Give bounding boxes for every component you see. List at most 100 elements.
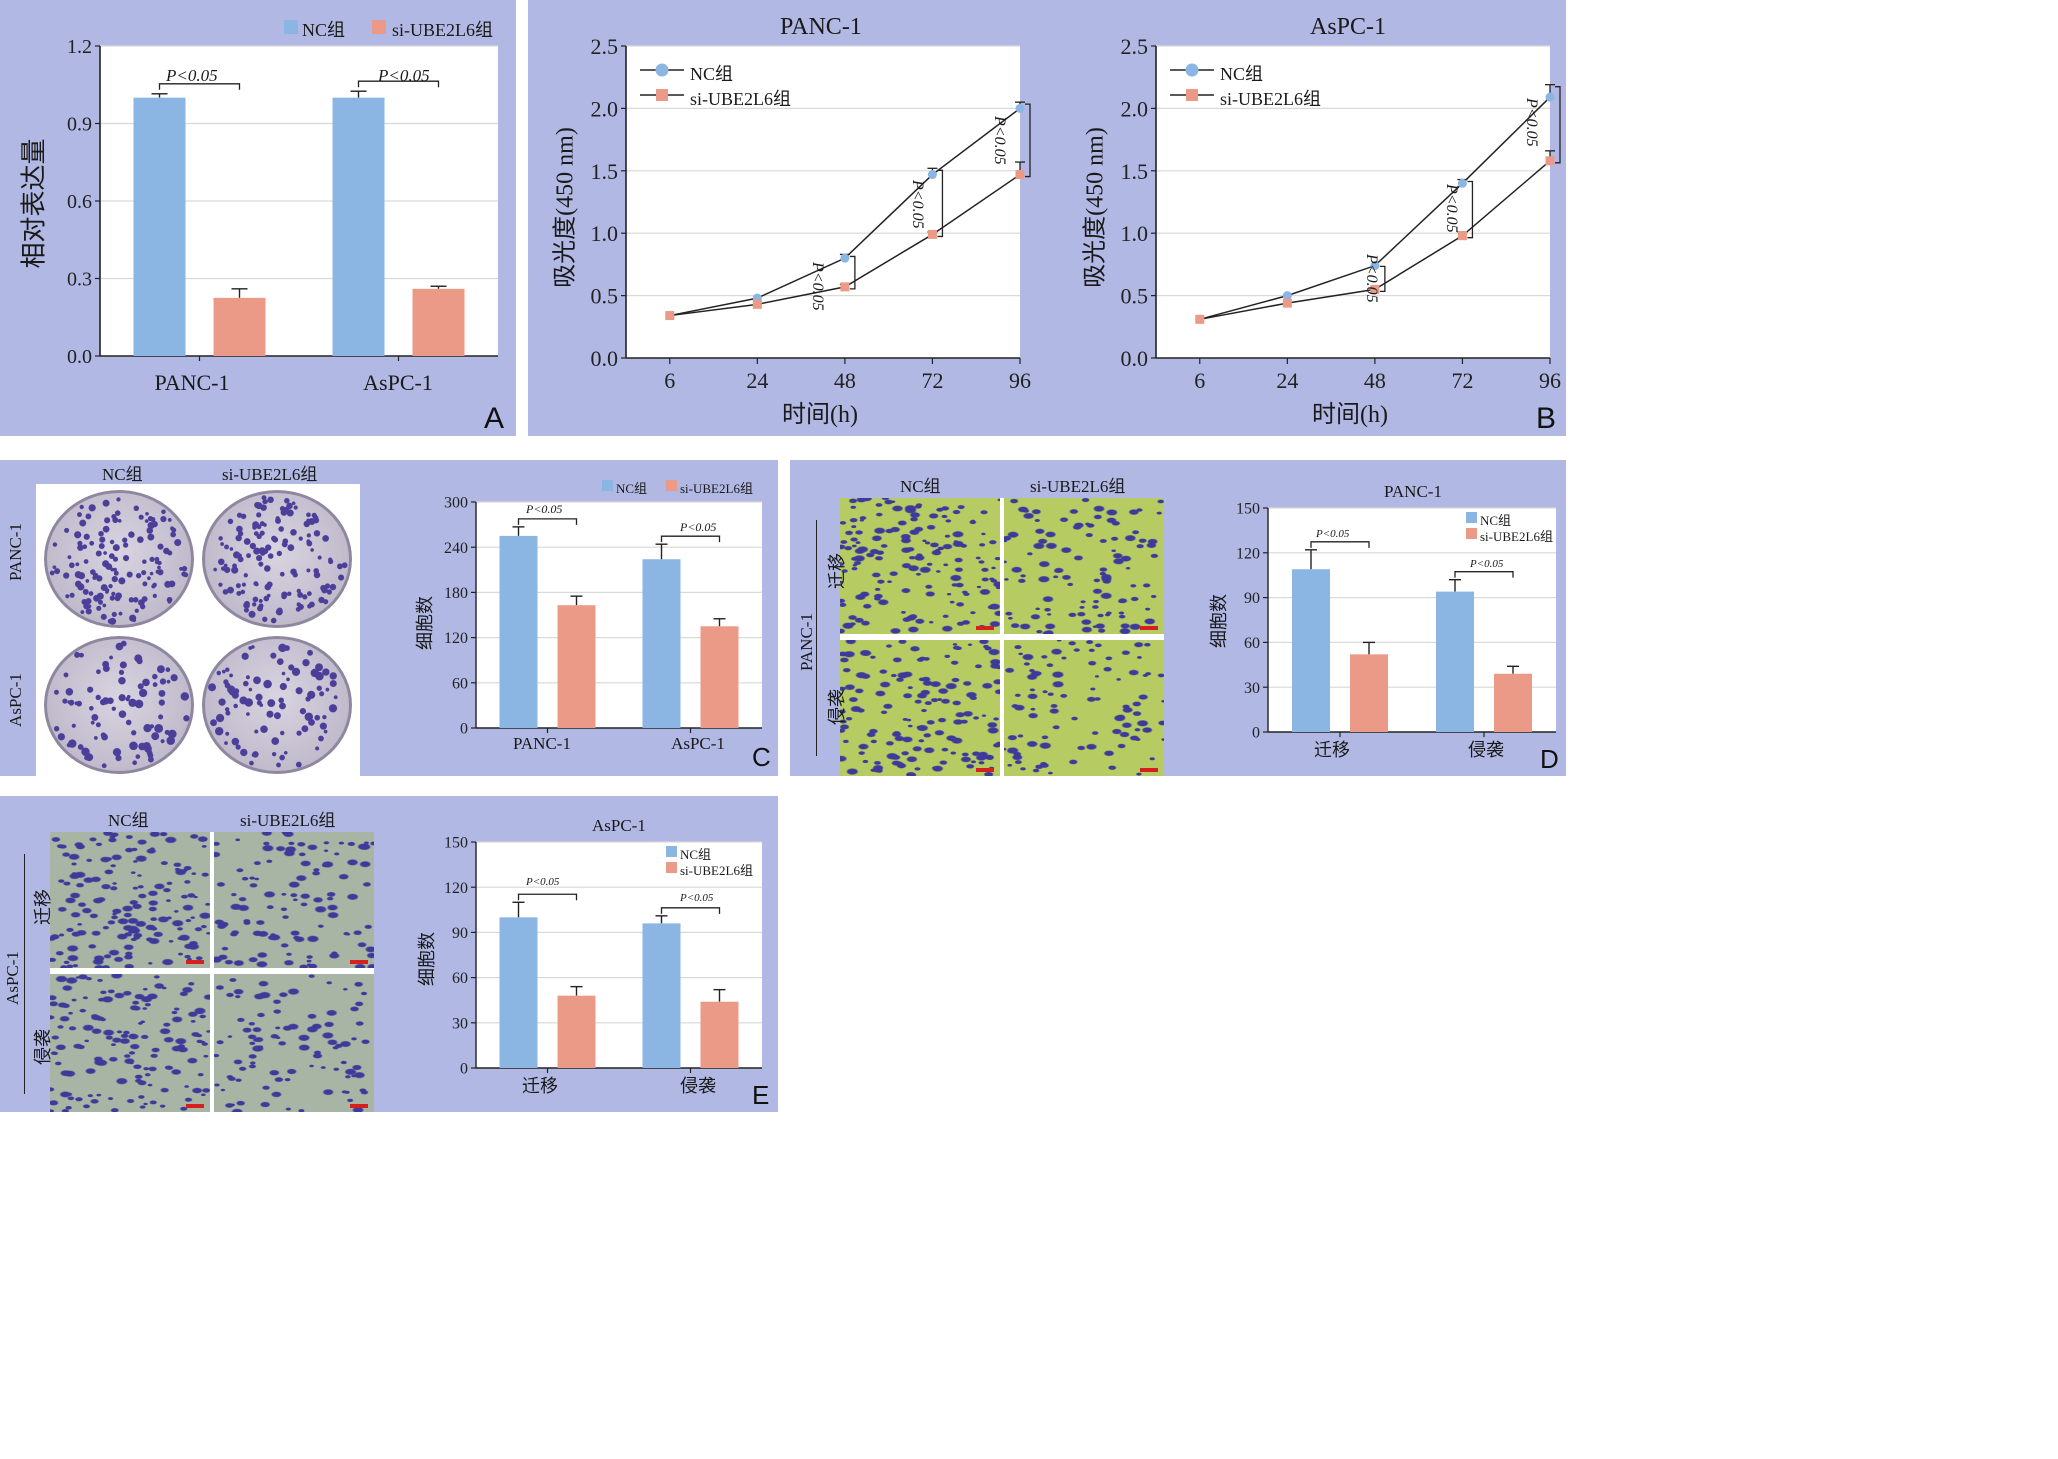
legend-nc-swatch [602, 480, 613, 491]
transwell-photo-grid [50, 832, 374, 1112]
transwell-photo [50, 974, 210, 1112]
y-tick-label: 0.5 [1121, 284, 1149, 309]
point-si [1370, 284, 1380, 294]
y-axis-label: 吸光度(450 nm) [552, 127, 579, 288]
point-si [752, 299, 762, 309]
y-tick-label: 0.3 [67, 269, 92, 291]
legend-nc-label: NC组 [616, 481, 648, 496]
bar-nc [499, 535, 538, 728]
point-nc [840, 253, 850, 263]
x-tick-label: PANC-1 [513, 734, 571, 753]
point-nc [1457, 178, 1467, 188]
plot-area [626, 46, 1020, 358]
y-tick-label: 120 [444, 880, 468, 897]
legend-si-label: si-UBE2L6组 [1220, 89, 1321, 109]
chart-b-svg: 0.0 0.5 1.0 1.5 2.0 2.5 6 24 48 72 96 0.0 0.5 1.0 1.5… [591, 34, 1562, 393]
bar-nc [133, 97, 186, 357]
legend-nc-label: NC组 [1220, 64, 1264, 84]
sig-label: P<0.05 [680, 892, 714, 904]
transwell-photo [214, 832, 374, 968]
y-tick-label: 120 [444, 630, 468, 647]
y-tick-label: 0.5 [591, 284, 619, 309]
point-si [1545, 156, 1555, 166]
point-si [927, 229, 937, 239]
colony-dish [44, 490, 194, 628]
colony-dish [202, 490, 352, 628]
photo-col-label: si-UBE2L6组 [1030, 477, 1126, 496]
colony-dish [44, 636, 194, 774]
bar-nc [1292, 569, 1330, 732]
point-nc [927, 170, 937, 180]
y-tick-label: 0.0 [67, 346, 92, 368]
chart-title: PANC-1 [780, 14, 862, 40]
x-tick-label: 迁移 [1314, 740, 1350, 760]
legend-nc-marker [1185, 63, 1199, 77]
photo-col-label: NC组 [108, 811, 149, 830]
point-si [1457, 231, 1467, 241]
bar-nc [642, 559, 681, 728]
x-tick-label: 侵袭 [680, 1076, 716, 1096]
point-nc [1545, 92, 1555, 102]
y-tick-label: 1.0 [591, 221, 619, 246]
point-nc [1015, 103, 1025, 113]
x-tick-label: 24 [1276, 368, 1298, 393]
sig-label: P<0.05 [1316, 528, 1350, 540]
legend-nc-label: NC组 [680, 847, 712, 862]
y-tick-label: 60 [452, 675, 468, 692]
photo-col-label: NC组 [102, 465, 143, 484]
sig-bracket [1025, 103, 1031, 178]
photo-col-label: si-UBE2L6组 [222, 465, 318, 484]
panel-b: 0.0 0.5 1.0 1.5 2.0 2.5 6 24 48 72 96 0.0 0.5 1.0 1.5… [528, 0, 1566, 436]
point-nc [1282, 291, 1292, 301]
x-tick-label: 96 [1539, 368, 1561, 393]
bar-si [1350, 654, 1388, 732]
chart-c-svg: 0 60 120 180 240 300 [444, 480, 762, 738]
legend-nc-label: NC组 [1480, 513, 1512, 528]
y-tick-label: 60 [1244, 635, 1260, 652]
y-tick-label: 0.9 [67, 114, 92, 136]
sig-label: P<0.05 [909, 180, 926, 229]
sig-bracket [357, 80, 440, 88]
colony-dish [202, 636, 352, 774]
legend-si-label: si-UBE2L6组 [690, 89, 791, 109]
y-tick-label: 300 [444, 495, 468, 512]
sig-bracket [849, 255, 856, 290]
point-si [840, 282, 850, 292]
chart-d-svg: 0 30 60 90 120 150 [1236, 501, 1556, 742]
panel-label: C [752, 742, 771, 772]
plot-area [1156, 46, 1550, 358]
y-tick-label: 2.0 [1121, 96, 1149, 121]
y-tick-label: 180 [444, 585, 468, 602]
legend-nc-swatch [1466, 512, 1477, 523]
sig-bracket [1467, 180, 1474, 239]
sig-label: P<0.05 [1470, 558, 1504, 570]
legend-si-marker [1186, 89, 1198, 101]
sig-label: P<0.05 [680, 520, 717, 534]
y-tick-label: 90 [452, 925, 468, 942]
y-axis-label: 细胞数 [1209, 594, 1229, 648]
y-tick-label: 0.0 [591, 346, 619, 371]
x-tick-label: 48 [834, 368, 856, 393]
x-tick-label: 72 [921, 368, 943, 393]
sig-label: P<0.05 [166, 66, 218, 85]
photo-col-label: NC组 [900, 477, 941, 496]
x-tick-label: 6 [1194, 368, 1205, 393]
legend-si-label: si-UBE2L6组 [680, 863, 753, 878]
panel-c: NC组 si-UBE2L6组 PANC-1 AsPC-1 0 60 120 180 24… [0, 460, 778, 776]
sig-label: P<0.05 [378, 66, 430, 85]
legend-si-marker [656, 89, 668, 101]
y-axis-label: 相对表达量 [19, 138, 49, 269]
y-tick-label: 1.2 [67, 36, 92, 58]
sig-bracket [937, 169, 944, 238]
chart-e-svg: 0 30 60 90 120 150 [444, 835, 762, 1078]
legend-nc-swatch [284, 20, 298, 34]
legend-nc-label: NC组 [302, 20, 346, 40]
sig-label: P<0.05 [1443, 184, 1460, 233]
y-tick-label: 0 [460, 1061, 468, 1078]
bracket-line [816, 520, 817, 756]
bar-nc [1436, 591, 1474, 732]
legend-si-swatch [666, 862, 677, 873]
y-tick-label: 30 [452, 1015, 468, 1032]
point-nc [1370, 261, 1380, 271]
point-si [665, 311, 675, 321]
